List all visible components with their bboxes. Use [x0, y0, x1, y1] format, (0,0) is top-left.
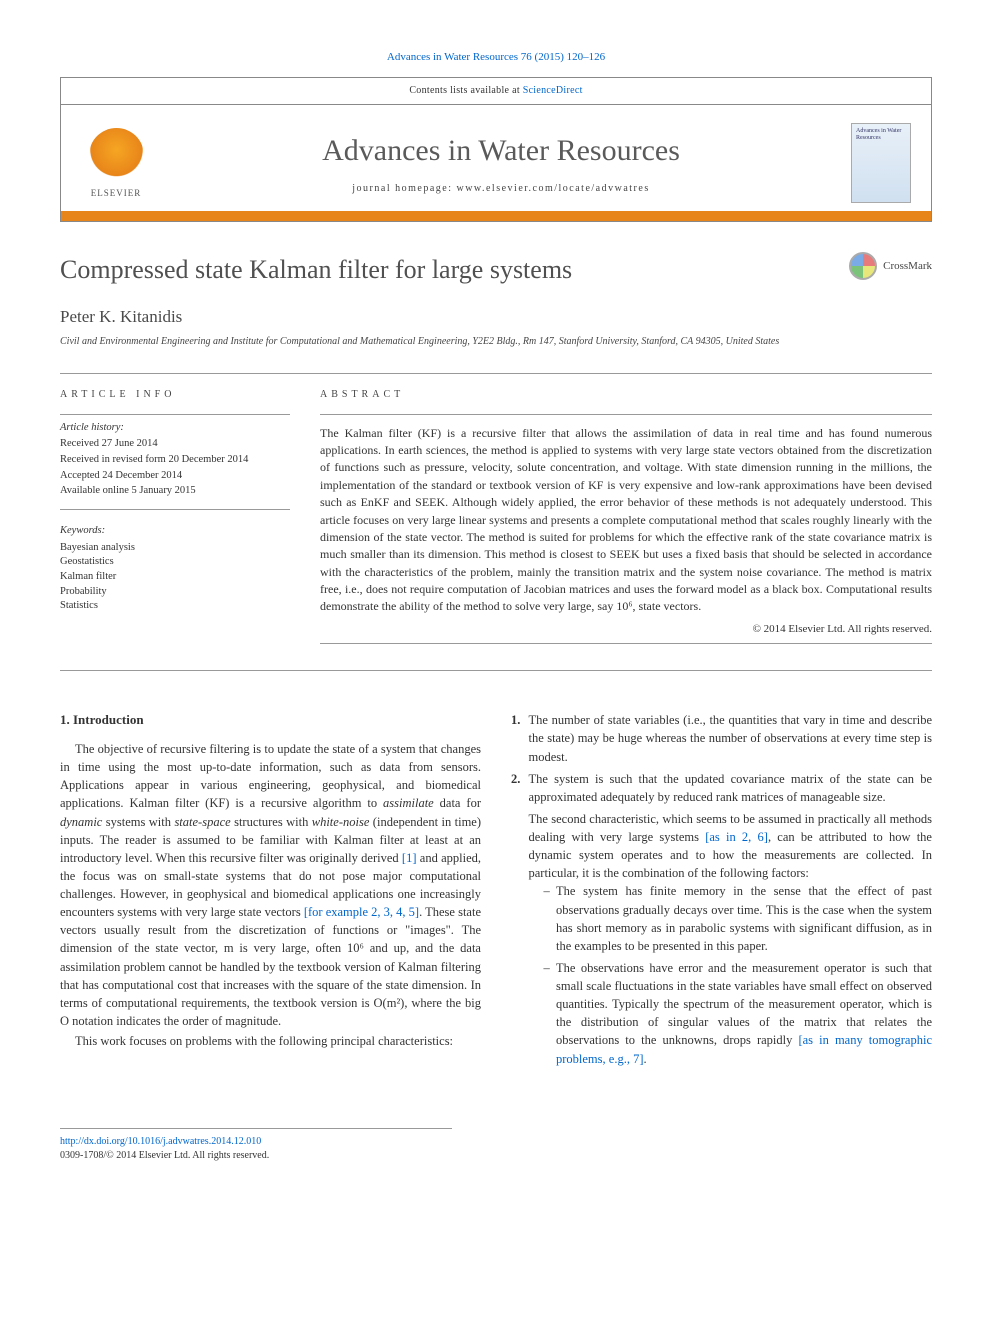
article-info-column: ARTICLE INFO Article history: Received 2…	[60, 388, 290, 651]
journal-title: Advances in Water Resources	[151, 130, 851, 172]
section-1-heading: 1. Introduction	[60, 711, 481, 730]
sciencedirect-link[interactable]: ScienceDirect	[523, 85, 583, 96]
citation-ref-1[interactable]: [1]	[402, 851, 417, 865]
elsevier-label: ELSEVIER	[91, 187, 142, 200]
header-accent-bar	[61, 211, 931, 221]
history-accepted: Accepted 24 December 2014	[60, 469, 290, 484]
journal-header: Contents lists available at ScienceDirec…	[60, 77, 932, 222]
keyword: Statistics	[60, 599, 290, 614]
abstract-column: ABSTRACT The Kalman filter (KF) is a rec…	[320, 388, 932, 651]
abstract-copyright: © 2014 Elsevier Ltd. All rights reserved…	[320, 622, 932, 637]
keywords-label: Keywords:	[60, 524, 290, 539]
characteristics-list: 1.The number of state variables (i.e., t…	[511, 711, 932, 1067]
page-footer: http://dx.doi.org/10.1016/j.advwatres.20…	[60, 1128, 452, 1163]
contents-prefix: Contents lists available at	[409, 85, 522, 96]
journal-homepage[interactable]: journal homepage: www.elsevier.com/locat…	[151, 182, 851, 196]
divider	[60, 373, 932, 374]
citation-line[interactable]: Advances in Water Resources 76 (2015) 12…	[60, 50, 932, 65]
contents-list-bar: Contents lists available at ScienceDirec…	[61, 78, 931, 105]
abstract-label: ABSTRACT	[320, 388, 932, 402]
doi-link[interactable]: http://dx.doi.org/10.1016/j.advwatres.20…	[60, 1135, 452, 1149]
list-item-1: 1.The number of state variables (i.e., t…	[511, 711, 932, 765]
citation-ref-2345[interactable]: [for example 2, 3, 4, 5]	[304, 905, 419, 919]
keyword: Geostatistics	[60, 555, 290, 570]
cover-title: Advances in Water Resources	[856, 128, 906, 141]
crossmark-label: CrossMark	[883, 259, 932, 274]
article-info-label: ARTICLE INFO	[60, 388, 290, 402]
factors-sublist: The system has finite memory in the sens…	[544, 882, 933, 1067]
history-received: Received 27 June 2014	[60, 437, 290, 452]
sublist-item-1: The system has finite memory in the sens…	[544, 882, 933, 955]
article-body: 1. Introduction The objective of recursi…	[60, 711, 932, 1067]
history-revised: Received in revised form 20 December 201…	[60, 453, 290, 468]
list-item-2: 2.The system is such that the updated co…	[511, 770, 932, 1068]
elsevier-tree-icon	[89, 128, 144, 183]
crossmark-icon	[849, 252, 877, 280]
article-title: Compressed state Kalman filter for large…	[60, 252, 932, 288]
crossmark-badge[interactable]: CrossMark	[849, 252, 932, 280]
keyword: Kalman filter	[60, 570, 290, 585]
author-name[interactable]: Peter K. Kitanidis	[60, 305, 932, 329]
keyword: Probability	[60, 585, 290, 600]
history-label: Article history:	[60, 421, 290, 436]
citation-ref-26[interactable]: [as in 2, 6]	[705, 830, 768, 844]
keyword: Bayesian analysis	[60, 541, 290, 556]
abstract-text: The Kalman filter (KF) is a recursive fi…	[320, 425, 932, 616]
sublist-item-2: The observations have error and the meas…	[544, 959, 933, 1068]
journal-cover-thumbnail[interactable]: Advances in Water Resources	[851, 123, 911, 203]
elsevier-logo[interactable]: ELSEVIER	[81, 123, 151, 203]
history-online: Available online 5 January 2015	[60, 484, 290, 499]
issn-copyright: 0309-1708/© 2014 Elsevier Ltd. All right…	[60, 1149, 452, 1163]
author-affiliation: Civil and Environmental Engineering and …	[60, 335, 932, 349]
intro-paragraph-2: This work focuses on problems with the f…	[60, 1032, 481, 1050]
intro-paragraph-1: The objective of recursive filtering is …	[60, 740, 481, 1030]
